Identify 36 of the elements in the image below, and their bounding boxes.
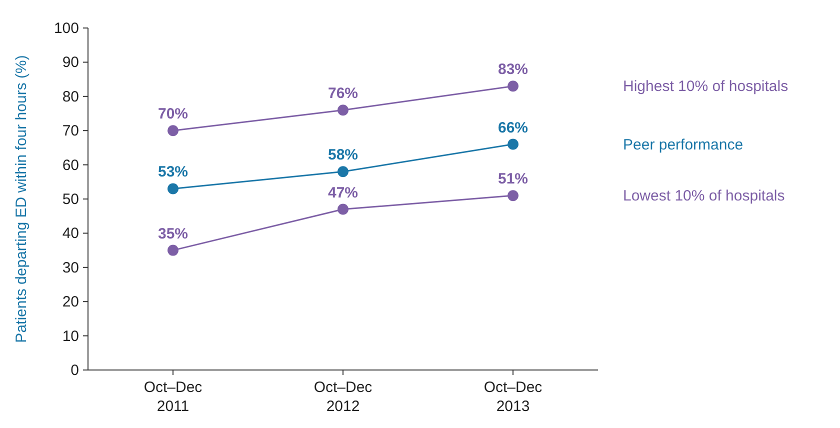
point — [338, 166, 348, 178]
x-tick-label: Oct–Dec 2011 — [144, 379, 203, 415]
data-label: 35% — [158, 225, 188, 242]
data-label: 66% — [498, 119, 528, 136]
y-tick-label: 0 — [70, 362, 79, 379]
data-label: 83% — [498, 61, 528, 78]
y-tick-label: 50 — [62, 191, 79, 208]
point — [338, 104, 348, 116]
y-tick-label: 20 — [62, 294, 79, 311]
point — [168, 125, 178, 136]
data-label: 53% — [158, 164, 188, 181]
y-tick-label: 10 — [62, 328, 79, 345]
point — [168, 244, 178, 256]
point — [508, 138, 518, 150]
point — [508, 80, 518, 92]
point — [338, 204, 348, 215]
x-tick-label: Oct–Dec 2012 — [314, 379, 373, 415]
y-tick-label: 30 — [62, 259, 79, 276]
y-tick-label: 40 — [62, 225, 79, 242]
text: Lowest 10% of hospitals — [623, 188, 785, 205]
y-axis-title: Patients departing ED within four hours (%) — [13, 55, 30, 343]
point — [168, 183, 178, 194]
text: Peer performance — [623, 136, 744, 154]
data-label: 58% — [328, 146, 358, 164]
data-label: 70% — [158, 106, 188, 123]
x-tick-label: Oct–Dec 2013 — [484, 379, 543, 415]
data-label: 47% — [328, 184, 358, 202]
text: Highest 10% of hospitals — [623, 78, 788, 96]
y-tick-label: 100 — [54, 20, 79, 37]
y-tick-label: 70 — [62, 122, 79, 140]
y-tick-label: 90 — [62, 54, 79, 72]
y-tick-label: 80 — [62, 88, 79, 106]
y-tick-label: 60 — [62, 156, 79, 174]
data-label: 76% — [328, 85, 358, 102]
point — [508, 190, 518, 202]
data-label: 51% — [498, 170, 528, 188]
